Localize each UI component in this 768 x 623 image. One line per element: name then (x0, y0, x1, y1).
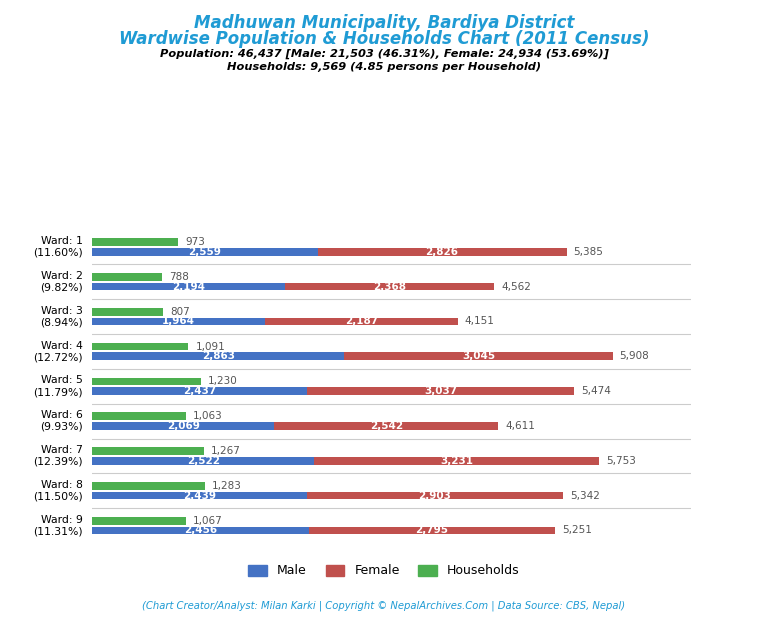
Text: 2,069: 2,069 (167, 421, 200, 431)
Legend: Male, Female, Households: Male, Female, Households (243, 559, 525, 583)
Text: 5,342: 5,342 (570, 491, 600, 501)
Text: 2,187: 2,187 (345, 316, 378, 326)
Bar (92, 248, 318, 255)
Text: 1,267: 1,267 (211, 446, 240, 456)
Bar (318, 248, 567, 255)
Text: 2,903: 2,903 (419, 491, 452, 501)
Text: Population: 46,437 [Male: 21,503 (46.31%), Female: 24,934 (53.69%)]: Population: 46,437 [Male: 21,503 (46.31%… (160, 49, 608, 59)
Bar (92, 457, 314, 465)
Text: 3,231: 3,231 (440, 456, 473, 466)
Bar (309, 526, 554, 535)
Bar (92, 447, 204, 455)
Bar (92, 283, 286, 290)
Bar (265, 318, 458, 325)
Bar (92, 318, 265, 325)
Text: 1,283: 1,283 (212, 481, 242, 491)
Bar (92, 526, 309, 535)
Text: 2,559: 2,559 (188, 247, 221, 257)
Text: 1,230: 1,230 (207, 376, 237, 386)
Bar (274, 422, 498, 430)
Bar (92, 273, 161, 281)
Text: 4,151: 4,151 (465, 316, 495, 326)
Text: 788: 788 (169, 272, 188, 282)
Bar (92, 353, 344, 360)
Text: 2,194: 2,194 (172, 282, 205, 292)
Bar (307, 388, 574, 395)
Text: 5,251: 5,251 (561, 525, 591, 536)
Text: 3,045: 3,045 (462, 351, 495, 361)
Text: 1,091: 1,091 (195, 341, 225, 351)
Bar (314, 457, 599, 465)
Text: 807: 807 (170, 307, 190, 316)
Text: 2,542: 2,542 (370, 421, 403, 431)
Bar (92, 308, 164, 315)
Bar (344, 353, 613, 360)
Bar (307, 492, 563, 500)
Text: 2,437: 2,437 (183, 386, 216, 396)
Bar (92, 482, 205, 490)
Text: 5,385: 5,385 (574, 247, 604, 257)
Text: Madhuwan Municipality, Bardiya District: Madhuwan Municipality, Bardiya District (194, 14, 574, 32)
Text: 2,795: 2,795 (415, 525, 449, 536)
Text: 2,522: 2,522 (187, 456, 220, 466)
Text: 4,562: 4,562 (501, 282, 531, 292)
Bar (92, 422, 274, 430)
Bar (92, 378, 200, 385)
Bar (92, 238, 178, 246)
Text: 5,474: 5,474 (581, 386, 611, 396)
Text: 2,368: 2,368 (373, 282, 406, 292)
Text: 5,908: 5,908 (620, 351, 650, 361)
Text: 2,456: 2,456 (184, 525, 217, 536)
Text: 1,063: 1,063 (193, 411, 223, 421)
Text: 4,611: 4,611 (505, 421, 535, 431)
Bar (92, 492, 307, 500)
Bar (286, 283, 494, 290)
Text: 973: 973 (185, 237, 205, 247)
Bar (92, 388, 307, 395)
Text: 1,067: 1,067 (194, 516, 223, 526)
Text: 2,439: 2,439 (183, 491, 216, 501)
Text: 2,826: 2,826 (425, 247, 458, 257)
Bar (92, 412, 186, 420)
Text: 2,863: 2,863 (202, 351, 235, 361)
Bar (92, 343, 188, 350)
Text: Wardwise Population & Households Chart (2011 Census): Wardwise Population & Households Chart (… (119, 30, 649, 48)
Text: 1,964: 1,964 (162, 316, 195, 326)
Text: 5,753: 5,753 (606, 456, 636, 466)
Text: Households: 9,569 (4.85 persons per Household): Households: 9,569 (4.85 persons per Hous… (227, 62, 541, 72)
Text: 3,037: 3,037 (424, 386, 457, 396)
Text: (Chart Creator/Analyst: Milan Karki | Copyright © NepalArchives.Com | Data Sourc: (Chart Creator/Analyst: Milan Karki | Co… (142, 600, 626, 611)
Bar (92, 517, 186, 525)
